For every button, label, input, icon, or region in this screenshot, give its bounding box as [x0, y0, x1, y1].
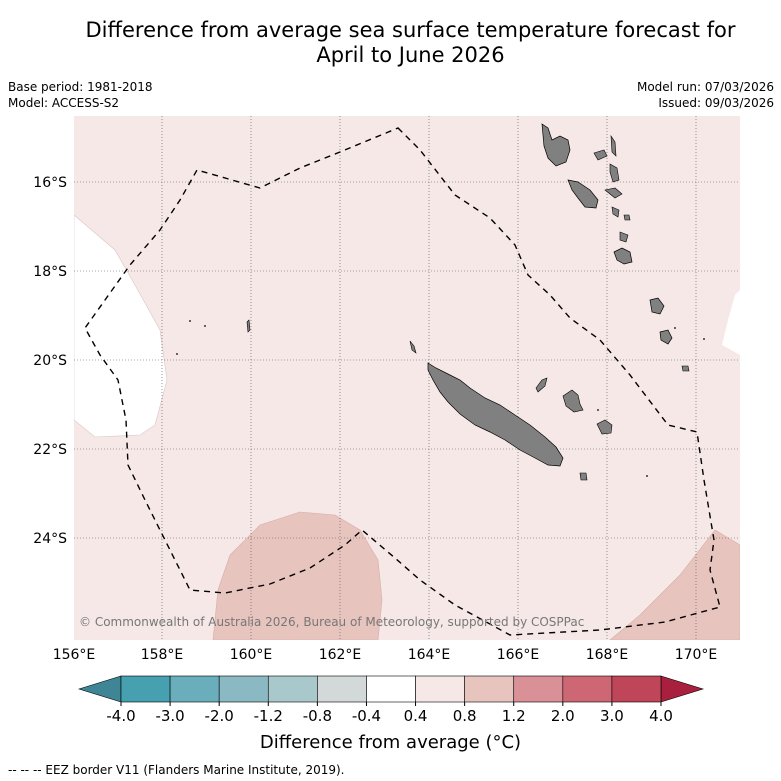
reef-dot: [204, 325, 206, 327]
malakula-land: [567, 179, 599, 209]
lon-label: 168°E: [586, 647, 629, 663]
colorbar: -4.0 -3.0 -2.0 -1.2 -0.8 -0.4 0.4 0.8 1.2 2.0 3.0 4…: [77, 675, 705, 725]
shepherd-islands-land: [623, 214, 631, 221]
colorbar-tick-label: -2.0: [205, 707, 234, 725]
model-name: Model: ACCESS-S2: [8, 96, 120, 110]
colorbar-segment: [218, 675, 269, 703]
colorbar-tick-label: -0.8: [303, 707, 332, 725]
tanna-land: [659, 329, 673, 345]
lat-label: 18°S: [33, 264, 67, 280]
lon-label: 158°E: [141, 647, 184, 663]
colorbar-segment: [464, 675, 515, 703]
lon-label: 160°E: [230, 647, 273, 663]
colorbar-tick-label: 0.8: [453, 707, 477, 725]
meta-right: Model run: 07/03/2026 Issued: 09/03/2026: [637, 79, 774, 111]
colorbar-segment: [562, 675, 613, 703]
ambae-land: [593, 149, 608, 161]
longitude-labels: 156°E 158°E 160°E 162°E 164°E 166°E 168°…: [53, 647, 718, 663]
reef-dot: [189, 320, 191, 322]
anomaly-field: [74, 116, 740, 640]
lifou-land: [562, 389, 584, 413]
lon-label: 166°E: [497, 647, 540, 663]
gridlines: [74, 116, 740, 640]
reef-dot: [597, 409, 599, 411]
colorbar-tick-label: 3.0: [600, 707, 624, 725]
neutral-region-east: [722, 290, 740, 355]
isle-of-pines-land: [579, 472, 588, 481]
colorbar-segment: [169, 675, 220, 703]
base-period: Base period: 1981-2018: [8, 80, 153, 94]
colorbar-tick-label: 1.2: [502, 707, 526, 725]
colorbar-over-extension: [660, 675, 705, 703]
colorbar-segment: [366, 675, 416, 703]
lon-label: 164°E: [408, 647, 451, 663]
lat-label: 24°S: [33, 531, 67, 547]
colorbar-title: Difference from average (°C): [259, 732, 522, 753]
colorbar-tick-label: -3.0: [155, 707, 184, 725]
lon-label: 156°E: [53, 647, 96, 663]
colorbar-tick-label: -0.4: [352, 707, 381, 725]
latitude-labels: 16°S 18°S 20°S 22°S 24°S: [33, 175, 67, 547]
ambrym-land: [604, 187, 623, 199]
warm-patch-southeast: [609, 529, 740, 640]
eez-legend: -- -- -- EEZ border V11 (Flanders Marine…: [8, 763, 345, 777]
erromango-land: [649, 297, 665, 315]
colorbar-tick-label: 4.0: [649, 707, 673, 725]
chesterfield-reef-land: [246, 319, 251, 333]
model-run: Model run: 07/03/2026: [636, 80, 774, 94]
maewo-land: [610, 134, 617, 157]
emao-land: [619, 231, 629, 243]
mare-land: [596, 419, 613, 435]
neutral-region-west: [74, 214, 168, 438]
map-title: Difference from average sea surface temp…: [40, 18, 781, 68]
belep-islands-land: [409, 340, 417, 354]
lon-label: 170°E: [675, 647, 718, 663]
colorbar-tick-label: -4.0: [106, 707, 135, 725]
epi-land: [611, 206, 620, 218]
colorbar-segment: [120, 675, 171, 703]
reef-dot: [646, 475, 648, 477]
colorbar-tick-label: 2.0: [551, 707, 575, 725]
title-line-2: April to June 2026: [316, 43, 505, 67]
colorbar-tick-label: -1.2: [254, 707, 283, 725]
title-line-1: Difference from average sea surface temp…: [85, 18, 736, 42]
colorbar-segment: [317, 675, 367, 703]
colorbar-segment: [267, 675, 318, 703]
lat-label: 20°S: [33, 353, 67, 369]
pentecost-land: [609, 163, 620, 183]
colorbar-under-extension: [77, 675, 122, 703]
reef-dot: [176, 353, 178, 355]
reef-dot: [674, 327, 676, 329]
aneityum-land: [681, 365, 690, 372]
colorbar-segment: [415, 675, 465, 703]
ouvea-land: [535, 377, 548, 393]
colorbar-segment: [611, 675, 662, 703]
lat-label: 16°S: [33, 175, 67, 191]
issued-date: Issued: 09/03/2026: [658, 96, 774, 110]
colorbar-tick-label: 0.4: [404, 707, 428, 725]
reef-dot: [703, 338, 705, 340]
lon-label: 162°E: [319, 647, 362, 663]
colorbar-segment: [513, 675, 564, 703]
meta-left: Base period: 1981-2018 Model: ACCESS-S2: [8, 79, 153, 111]
new-caledonia-land: [427, 362, 564, 467]
espiritu-santo-land: [541, 123, 571, 167]
copyright-text: © Commonwealth of Australia 2026, Bureau…: [79, 615, 584, 629]
lat-label: 22°S: [33, 442, 67, 458]
efate-land: [613, 247, 633, 265]
